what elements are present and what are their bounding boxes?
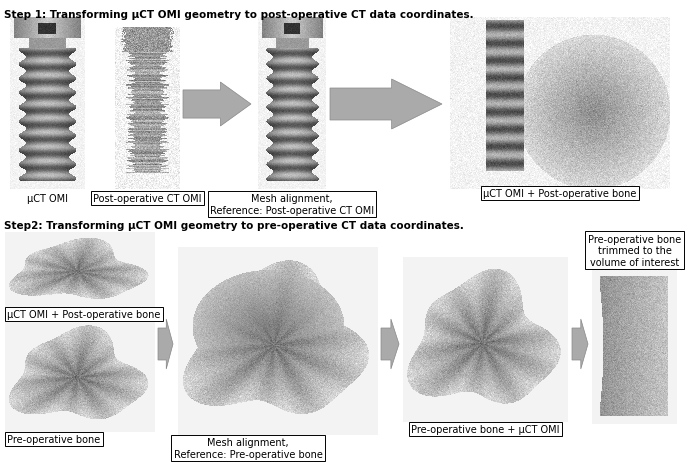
Text: Pre-operative bone: Pre-operative bone xyxy=(7,434,100,444)
Text: Step2: Transforming μCT OMI geometry to pre-operative CT data coordinates.: Step2: Transforming μCT OMI geometry to … xyxy=(4,220,464,231)
Text: Mesh alignment,
Reference: Post-operative CT OMI: Mesh alignment, Reference: Post-operativ… xyxy=(210,194,374,215)
Text: Post-operative CT OMI: Post-operative CT OMI xyxy=(93,194,201,204)
Polygon shape xyxy=(183,83,251,127)
Text: μCT OMI + Post-operative bone: μCT OMI + Post-operative bone xyxy=(483,188,636,199)
Text: Pre-operative bone + μCT OMI: Pre-operative bone + μCT OMI xyxy=(411,424,560,434)
Text: μCT OMI + Post-operative bone: μCT OMI + Post-operative bone xyxy=(7,309,160,319)
Text: μCT OMI: μCT OMI xyxy=(27,194,68,204)
Polygon shape xyxy=(381,319,399,369)
Text: Step 1: Transforming μCT OMI geometry to post-operative CT data coordinates.: Step 1: Transforming μCT OMI geometry to… xyxy=(4,10,474,20)
Polygon shape xyxy=(330,80,442,130)
Polygon shape xyxy=(572,319,588,369)
Text: Pre-operative bone
trimmed to the
volume of interest: Pre-operative bone trimmed to the volume… xyxy=(588,234,681,268)
Text: Mesh alignment,
Reference: Pre-operative bone: Mesh alignment, Reference: Pre-operative… xyxy=(174,437,323,459)
Polygon shape xyxy=(158,319,173,369)
